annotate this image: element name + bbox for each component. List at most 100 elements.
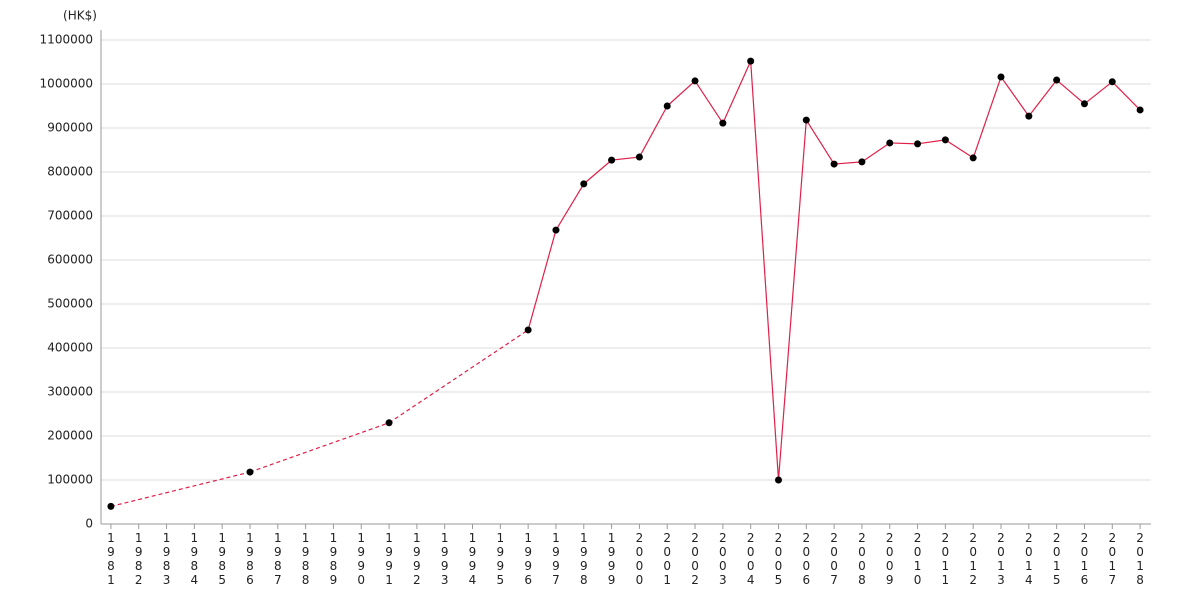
line-segment [1000, 76, 1030, 117]
x-tick-label: 1998 [577, 531, 591, 587]
x-tick-label: 2005 [771, 531, 785, 587]
data-point [719, 119, 727, 127]
data-point [997, 73, 1005, 81]
data-point [663, 102, 671, 110]
data-point [524, 326, 532, 334]
data-point [1108, 78, 1116, 86]
data-point [246, 468, 254, 476]
x-tick-label: 2016 [1077, 531, 1091, 587]
y-tick-label: 800000 [47, 165, 93, 179]
x-tick-label: 2010 [911, 531, 925, 587]
y-tick-label: 900000 [47, 121, 93, 135]
x-tick-label: 1992 [410, 531, 424, 587]
x-tick-label: 2006 [799, 531, 813, 587]
y-tick-label: 300000 [47, 385, 93, 399]
line-segment [777, 120, 807, 481]
line-segment [555, 183, 585, 231]
data-point [941, 136, 949, 144]
x-tick-label: 2013 [994, 531, 1008, 587]
line-segment [388, 329, 529, 424]
y-tick-label: 600000 [47, 253, 93, 267]
line-segment [722, 60, 752, 124]
data-point [1053, 76, 1061, 84]
x-tick-label: 1984 [187, 531, 201, 587]
x-tick-label: 1985 [215, 531, 229, 587]
y-tick-label: 200000 [47, 429, 93, 443]
data-point [774, 476, 782, 484]
data-point [830, 160, 838, 168]
x-tick-label: 2011 [938, 531, 952, 587]
x-tick-label: 1986 [243, 531, 257, 587]
data-point [1080, 100, 1088, 108]
data-point [608, 156, 616, 164]
line-segment [917, 139, 946, 145]
line-segment [110, 471, 251, 507]
x-tick-label: 2014 [1022, 531, 1036, 587]
line-segment [750, 61, 780, 481]
x-tick-label: 2017 [1105, 531, 1119, 587]
data-point [914, 140, 922, 148]
data-point [858, 158, 866, 166]
data-point [747, 57, 755, 65]
line-segment [638, 105, 668, 158]
x-tick-label: 1991 [382, 531, 396, 587]
x-tick-label: 2004 [744, 531, 758, 587]
line-segment [1111, 81, 1141, 111]
x-tick-label: 1997 [549, 531, 563, 587]
y-tick-label: 1000000 [40, 77, 93, 91]
x-tick-label: 1983 [160, 531, 174, 587]
x-tick-label: 1987 [271, 531, 285, 587]
x-tick-label: 2018 [1133, 531, 1147, 587]
line-segment [889, 142, 918, 145]
data-point [691, 77, 699, 85]
line-segment [945, 139, 974, 159]
x-tick-label: 2001 [660, 531, 674, 587]
data-point [580, 180, 588, 188]
line-segment [666, 80, 696, 107]
line-segment [249, 422, 390, 473]
line-segment [1084, 81, 1113, 105]
x-tick-label: 2007 [827, 531, 841, 587]
line-segment [805, 119, 835, 165]
x-tick-label: 2012 [966, 531, 980, 587]
x-tick-label: 2002 [688, 531, 702, 587]
y-tick-label: 1100000 [40, 33, 93, 47]
data-point [886, 139, 894, 147]
line-segment [694, 80, 724, 124]
line-segment [611, 156, 640, 161]
x-tick-label: 1981 [104, 531, 118, 587]
data-point [107, 502, 115, 510]
line-segment [583, 159, 612, 185]
y-tick-label: 100000 [47, 473, 93, 487]
x-tick-label: 1999 [605, 531, 619, 587]
line-segment [527, 229, 557, 331]
y-tick-label: 0 [85, 517, 93, 531]
x-tick-label: 2009 [883, 531, 897, 587]
x-tick-label: 1988 [299, 531, 313, 587]
x-tick-label: 1990 [354, 531, 368, 587]
data-point [969, 154, 977, 162]
data-point [1136, 106, 1144, 114]
x-tick-label: 2003 [716, 531, 730, 587]
x-tick-label: 1982 [132, 531, 146, 587]
y-tick-label: 400000 [47, 341, 93, 355]
x-tick-label: 2015 [1050, 531, 1064, 587]
x-tick-label: 2008 [855, 531, 869, 587]
x-tick-label: 1989 [326, 531, 340, 587]
data-point [552, 226, 560, 234]
line-segment [1056, 79, 1085, 105]
data-point [1025, 112, 1033, 120]
line-segment [1028, 79, 1058, 117]
x-tick-label: 1995 [493, 531, 507, 587]
x-tick-label: 1994 [466, 531, 480, 587]
y-tick-label: 500000 [47, 297, 93, 311]
data-point [635, 153, 643, 161]
line-segment [834, 161, 862, 165]
x-tick-label: 2000 [632, 531, 646, 587]
data-point [385, 419, 393, 427]
x-tick-label: 1996 [521, 531, 535, 587]
line-segment [972, 76, 1002, 159]
y-unit-label: (HK$) [63, 9, 97, 23]
data-point [802, 116, 810, 124]
